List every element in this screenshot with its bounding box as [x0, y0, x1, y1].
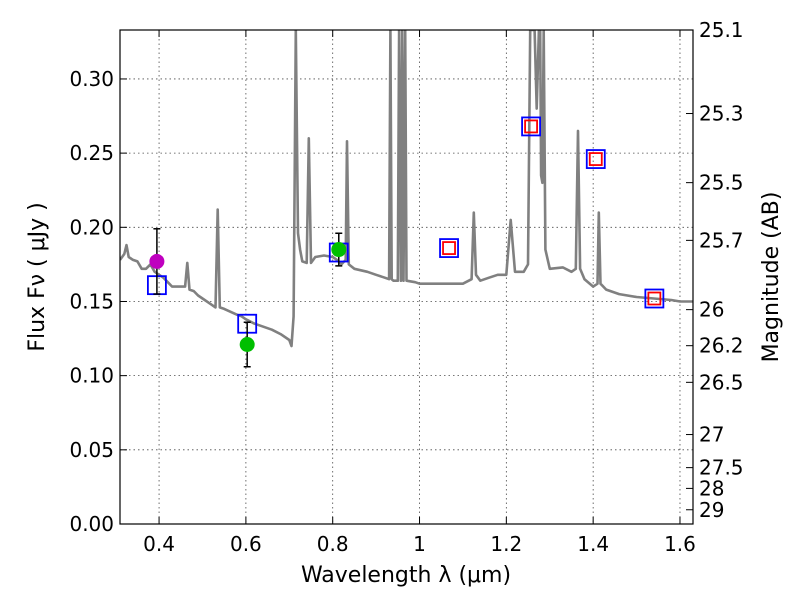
y-axis-label: Flux Fν ( μJy )	[25, 202, 50, 351]
magnitude-tick-label: 28	[699, 476, 724, 500]
y-tick-label: 0.00	[69, 512, 114, 536]
magnitude-tick-label: 25.3	[699, 102, 744, 126]
magnitude-tick-label: 29	[699, 498, 724, 522]
x-tick-label: 1.4	[577, 532, 609, 556]
observed-photometry-point	[331, 242, 347, 258]
y-tick-label: 0.05	[69, 438, 114, 462]
magnitude-tick-label: 27	[699, 423, 724, 447]
x-axis-label: Wavelength λ (μm)	[301, 563, 511, 588]
x-tick-label: 1.6	[664, 532, 696, 556]
magnitude-tick-label: 26	[699, 298, 724, 322]
magnitude-tick-label: 25.1	[699, 18, 744, 42]
x-tick-label: 0.4	[143, 532, 175, 556]
magnitude-tick-label: 27.5	[699, 456, 744, 480]
observed-limit-square	[588, 152, 603, 166]
magnitude-tick-label: 26.2	[699, 334, 744, 358]
model-photometry-square	[644, 288, 665, 309]
observed-limit-square	[647, 291, 662, 306]
observed-limit-square	[524, 119, 538, 134]
plot-frame	[119, 29, 694, 525]
model-photometry-square	[439, 238, 459, 258]
x-tick-label: 1.2	[490, 532, 522, 556]
x-tick-label: 0.8	[317, 532, 349, 556]
photometry-layer	[146, 116, 665, 368]
y-tick-label: 0.10	[69, 364, 114, 388]
x-tick-label: 0.6	[230, 532, 262, 556]
magnitude-axis-label: Magnitude (AB)	[759, 192, 784, 363]
y-tick-label: 0.15	[69, 289, 114, 313]
observed-photometry-point	[239, 336, 255, 352]
y-tick-label: 0.25	[69, 141, 114, 165]
magnitude-tick-label: 25.5	[699, 171, 744, 195]
observed-limit-square	[442, 241, 456, 255]
axis-ticks: 0.4 0.6 0.8 1 1.2 1.4 1.6 0.00 0.05 0.10 0.15 0.20 0…	[69, 18, 743, 556]
magnitude-tick-label: 26.5	[699, 370, 744, 394]
model-photometry-square	[585, 149, 606, 169]
x-tick-label: 1	[413, 532, 426, 556]
y-tick-label: 0.30	[69, 67, 114, 91]
model-photometry-square	[521, 116, 541, 137]
magnitude-tick-label: 25.7	[699, 228, 744, 252]
spectrum-line	[120, 30, 693, 348]
observed-photometry-point	[149, 253, 165, 269]
y-tick-label: 0.20	[69, 215, 114, 239]
spectrum-layer	[120, 30, 693, 348]
